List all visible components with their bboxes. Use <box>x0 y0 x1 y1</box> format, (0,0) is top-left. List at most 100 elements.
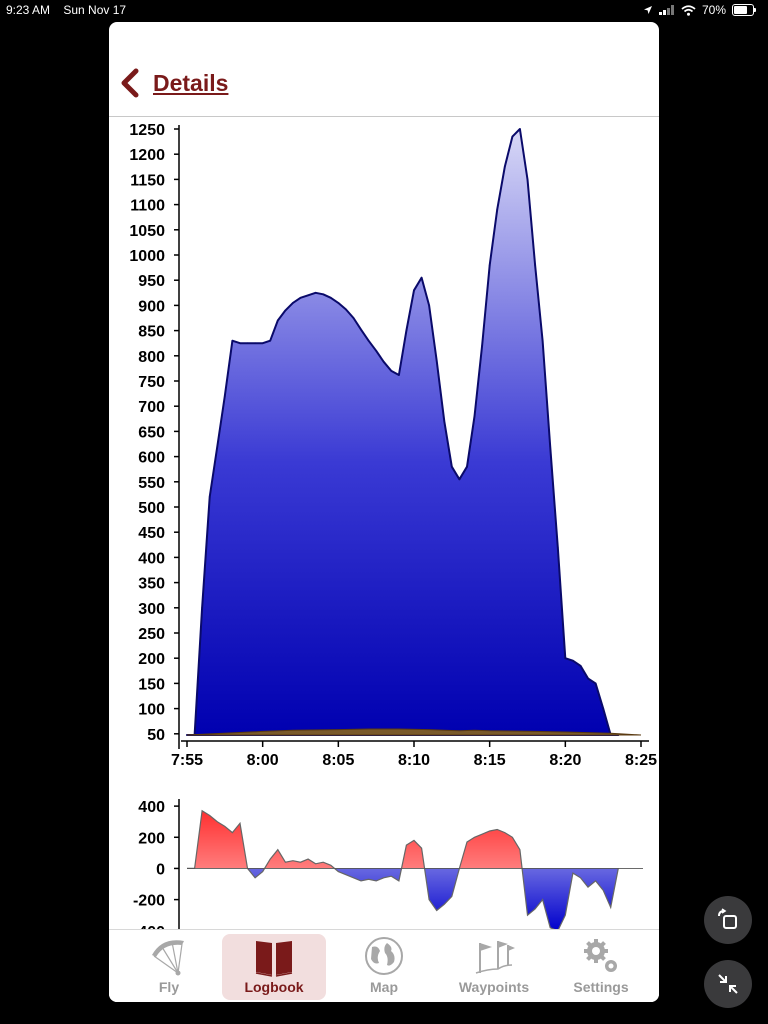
altitude-point <box>549 445 551 448</box>
altitude-point <box>254 342 256 344</box>
vario-series <box>187 809 619 932</box>
altitude-x-tick-label: 7:55 <box>171 752 203 769</box>
altitude-point <box>473 415 476 418</box>
altitude-y-tick-label: 650 <box>138 424 165 441</box>
altitude-y-tick-label: 200 <box>138 651 165 668</box>
altitude-point <box>322 293 324 296</box>
minimize-button[interactable] <box>704 960 752 1008</box>
altitude-point <box>224 395 226 397</box>
page-title: Details <box>153 69 229 96</box>
altitude-y-tick-label: 1150 <box>130 172 165 189</box>
battery-percent: 70% <box>701 3 726 17</box>
tab-fly-label: Fly <box>158 979 180 995</box>
altitude-y-tick-label: 900 <box>138 298 165 315</box>
altitude-point <box>579 665 582 667</box>
altitude-point <box>466 465 468 468</box>
altitude-point <box>284 309 287 312</box>
altitude-series <box>186 128 620 736</box>
altitude-y-tick-label: 350 <box>138 576 165 593</box>
altitude-point <box>201 607 203 609</box>
altitude-y-tick-label: 250 <box>138 626 165 643</box>
altitude-y-tick-label: 1250 <box>129 122 165 139</box>
altitude-point <box>367 339 370 342</box>
altitude-point <box>330 297 332 299</box>
altitude-point <box>602 707 604 710</box>
altitude-point <box>261 342 264 344</box>
altitude-y-tick-label: 700 <box>138 399 165 416</box>
altitude-point <box>269 339 271 342</box>
altitude-point <box>526 178 529 181</box>
altitude-point <box>345 308 347 311</box>
altitude-point <box>307 294 309 297</box>
altitude-y-tick-label: 400 <box>138 550 165 567</box>
altitude-y-tick-label: 150 <box>138 676 165 693</box>
tab-fly[interactable]: Fly <box>117 934 221 1000</box>
altitude-point <box>594 682 597 685</box>
altitude-point <box>534 264 536 266</box>
vario-climb-area <box>187 810 619 869</box>
altitude-point <box>496 208 499 211</box>
nav-header: Details <box>109 22 659 117</box>
tab-map[interactable]: Map <box>332 934 436 1000</box>
tab-logbook-label: Logbook <box>244 979 304 995</box>
altitude-y-tick-label: 1000 <box>129 248 165 265</box>
altitude-point <box>488 264 491 266</box>
altitude-point <box>458 478 461 481</box>
altitude-point <box>352 317 355 319</box>
altitude-x-tick-label: 8:10 <box>398 752 430 769</box>
tab-logbook[interactable]: Logbook <box>222 934 326 1000</box>
details-panel: Details 1250 12 <box>109 22 659 1002</box>
altitude-point <box>337 302 340 304</box>
altitude-y-tick-label: 850 <box>138 324 165 341</box>
altitude-point <box>519 128 521 130</box>
tab-waypoints[interactable]: Waypoints <box>442 934 546 1000</box>
tab-map-label: Map <box>370 979 398 995</box>
altitude-y-tick-label: 100 <box>138 702 165 719</box>
altitude-y-tick-label: 600 <box>138 450 165 467</box>
rotate-button[interactable] <box>704 896 752 944</box>
flight-charts: 1250120011501100105010009509008508007507… <box>129 122 657 941</box>
book-icon <box>255 941 293 977</box>
flags-icon <box>475 941 515 974</box>
status-date: Sun Nov 17 <box>63 3 127 17</box>
altitude-point <box>504 166 506 168</box>
altitude-point <box>420 276 423 279</box>
altitude-point <box>314 292 317 294</box>
chart-area: 1250 1200 1150 1100 1050 1000 950 900 850 800 750 7… <box>109 117 659 941</box>
altitude-point <box>239 342 241 344</box>
wifi-icon <box>681 4 696 16</box>
altitude-point <box>292 302 294 304</box>
altitude-y-tick-label: 750 <box>138 374 165 391</box>
altitude-point <box>375 350 378 352</box>
vario-y-tick-label: 400 <box>138 799 165 816</box>
tab-settings[interactable]: Settings <box>549 934 653 1000</box>
altitude-y-tick-label: 300 <box>138 601 165 618</box>
status-bar: 9:23 AM Sun Nov 17 70% <box>0 0 768 20</box>
altitude-point <box>360 328 362 331</box>
altitude-point <box>428 304 430 307</box>
altitude-y-tick-label: 1050 <box>129 223 165 240</box>
globe-icon <box>365 937 403 975</box>
altitude-y-tick-label: 50 <box>147 727 165 744</box>
altitude-point <box>435 360 438 362</box>
altitude-y-tick-label: 500 <box>138 500 165 517</box>
location-icon <box>643 6 652 14</box>
altitude-x-tick-label: 8:05 <box>322 752 354 769</box>
altitude-point <box>398 374 400 376</box>
altitude-point <box>405 329 408 332</box>
altitude-point <box>481 344 483 347</box>
altitude-point <box>572 659 574 662</box>
back-button[interactable]: Details <box>119 68 228 98</box>
vario-y-tick-label: 0 <box>156 861 165 878</box>
altitude-point <box>587 677 589 680</box>
rotate-screen-icon <box>718 908 737 929</box>
altitude-x-tick-label: 8:15 <box>474 752 506 769</box>
chevron-left-icon <box>121 68 139 98</box>
altitude-point <box>299 297 302 299</box>
altitude-point <box>451 465 453 468</box>
altitude-x-tick-label: 8:00 <box>247 752 279 769</box>
altitude-point <box>382 361 385 363</box>
vario-y-tick-label: -200 <box>133 893 165 910</box>
paraglider-icon <box>152 940 184 976</box>
vario-y-tick-label: 200 <box>138 830 165 847</box>
